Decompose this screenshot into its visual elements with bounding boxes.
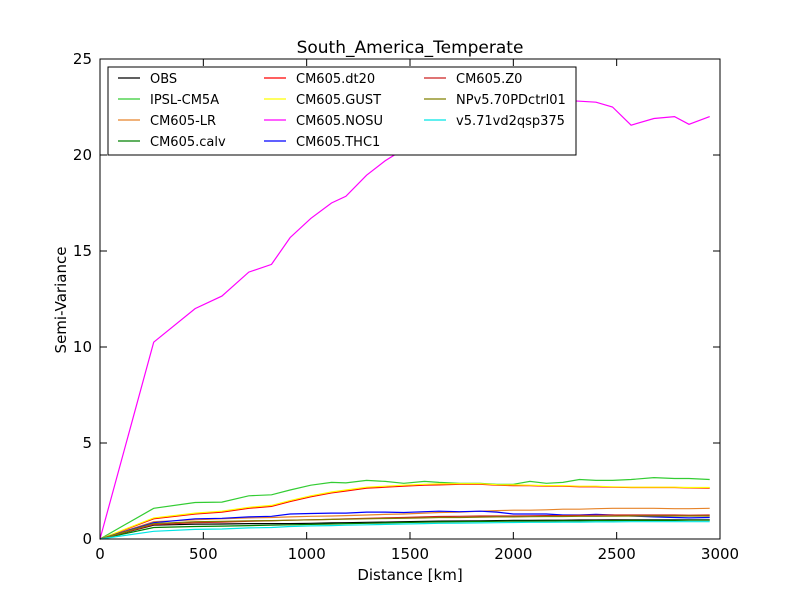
legend-label-3: CM605.calv	[150, 135, 226, 150]
legend-label-2: CM605-LR	[150, 114, 216, 129]
series-line-3	[99, 519, 710, 540]
y-axis-label: Semi-Variance	[52, 247, 70, 354]
series-line-2	[99, 507, 710, 540]
legend-label-5: CM605.GUST	[296, 93, 381, 108]
series-line-5	[99, 483, 710, 540]
x-tick-label: 3000	[701, 545, 739, 563]
x-tick-label: 1500	[391, 545, 429, 563]
x-tick-label: 0	[95, 545, 105, 563]
chart-title: South_America_Temperate	[297, 38, 524, 58]
legend-label-9: NPv5.70PDctrl01	[456, 93, 566, 108]
y-tick-label: 15	[73, 242, 92, 260]
legend-box	[107, 66, 577, 156]
x-axis-label: Distance [km]	[357, 566, 462, 584]
series-line-0	[99, 519, 710, 540]
series-line-6	[99, 99, 710, 540]
tick-layer: 0 500 1000 1500 2000 2500 3000 0 5 10 15 20 25	[73, 50, 739, 563]
x-tick-label: 2500	[598, 545, 636, 563]
legend-label-0: OBS	[150, 72, 177, 87]
legend-label-6: CM605.NOSU	[296, 114, 383, 129]
y-tick-label: 20	[73, 146, 92, 164]
y-tick-label: 25	[73, 50, 92, 68]
y-tick-label: 5	[82, 434, 92, 452]
legend-label-10: v5.71vd2qsp375	[456, 114, 565, 129]
legend-label-7: CM605.THC1	[296, 135, 380, 150]
y-tick-label: 0	[82, 530, 92, 548]
plot-frame	[99, 58, 721, 540]
series-layer	[99, 99, 710, 540]
legend: OBS IPSL-CM5A CM605-LR CM605.calv CM605.dt20…	[107, 66, 577, 156]
x-tick-label: 1000	[288, 545, 326, 563]
legend-label-4: CM605.dt20	[296, 72, 375, 87]
x-tick-label: 500	[189, 545, 218, 563]
series-line-10	[99, 521, 710, 540]
y-tick-label: 10	[73, 338, 92, 356]
legend-label-1: IPSL-CM5A	[150, 93, 219, 108]
series-line-1	[99, 476, 710, 540]
series-line-4	[99, 483, 710, 540]
x-tick-label: 2000	[494, 545, 532, 563]
legend-label-8: CM605.Z0	[456, 72, 522, 87]
series-line-9	[99, 515, 710, 540]
